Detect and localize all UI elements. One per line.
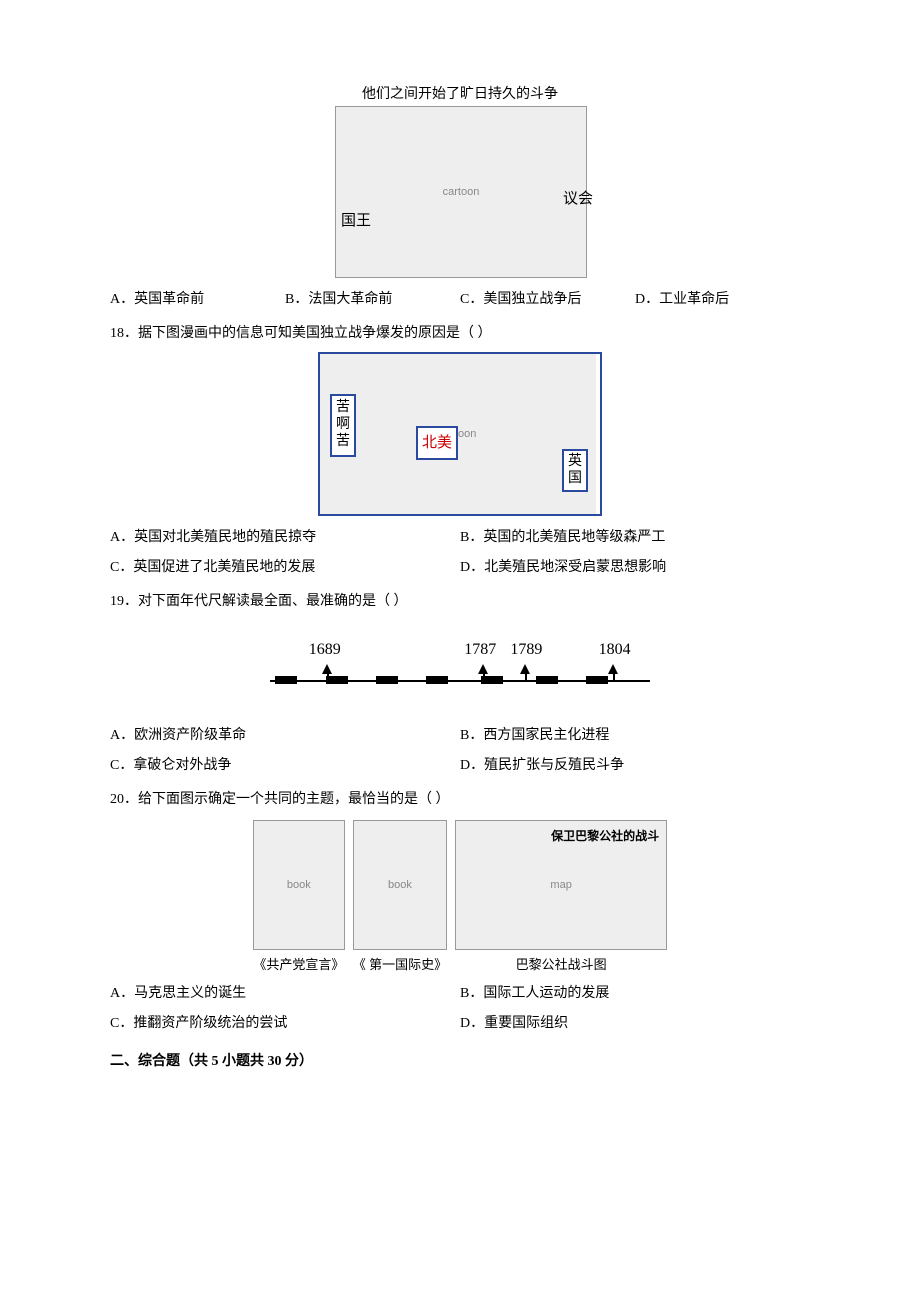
q17-option-b[interactable]: B．法国大革命前: [285, 286, 460, 314]
timeline-stem: [525, 670, 527, 680]
q20-caption-1: 《共产党宣言》: [253, 952, 344, 978]
q19-option-a[interactable]: A．欧洲资产阶级革命: [110, 722, 460, 750]
q19-row2: C．拿破仑对外战争 D．殖民扩张与反殖民斗争: [110, 752, 810, 780]
timeline-stem: [613, 670, 615, 680]
q20-image-2: book: [353, 820, 447, 950]
q20-map-title: 保卫巴黎公社的战斗: [551, 824, 659, 848]
q20-thumb-1: book 《共产党宣言》: [253, 820, 345, 978]
q18-figure: cartoon 苦啊苦 北美 英国: [110, 352, 810, 516]
q17-option-c[interactable]: C．美国独立战争后: [460, 286, 635, 314]
q19-option-d[interactable]: D．殖民扩张与反殖民斗争: [460, 752, 810, 780]
q20-thumb-3: map 保卫巴黎公社的战斗 巴黎公社战斗图: [455, 820, 667, 978]
q18-option-d[interactable]: D．北美殖民地深受启蒙思想影响: [460, 554, 810, 582]
q20-option-c[interactable]: C．推翻资产阶级统治的尝试: [110, 1010, 460, 1038]
timeline-dash: [275, 676, 297, 684]
q18-label-mid: 北美: [416, 426, 458, 460]
q19-row1: A．欧洲资产阶级革命 B．西方国家民主化进程: [110, 722, 810, 750]
q18-row1: A．英国对北美殖民地的殖民掠夺 B．英国的北美殖民地等级森严工: [110, 524, 810, 552]
q20-row1: A．马克思主义的诞生 B．国际工人运动的发展: [110, 980, 810, 1008]
timeline-dash: [536, 676, 558, 684]
q20-caption-2: 《 第一国际史》: [353, 952, 447, 978]
q17-option-d[interactable]: D．工业革命后: [635, 286, 810, 314]
q20-option-b[interactable]: B．国际工人运动的发展: [460, 980, 810, 1008]
q18-option-a[interactable]: A．英国对北美殖民地的殖民掠夺: [110, 524, 460, 552]
timeline-dash: [426, 676, 448, 684]
q18-label-left: 苦啊苦: [330, 394, 356, 456]
q20-stem: 20．给下面图示确定一个共同的主题，最恰当的是（ ）: [110, 786, 810, 814]
q20-row2: C．推翻资产阶级统治的尝试 D．重要国际组织: [110, 1010, 810, 1038]
q19-timeline: 1689 1787 1789 1804: [250, 622, 670, 712]
timeline-year-1: 1689: [309, 634, 341, 666]
section-2-heading: 二、综合题（共 5 小题共 30 分）: [110, 1048, 810, 1076]
q18-option-c[interactable]: C．英国促进了北美殖民地的发展: [110, 554, 460, 582]
q20-option-d[interactable]: D．重要国际组织: [460, 1010, 810, 1038]
timeline-stem: [483, 670, 485, 680]
q18-label-right: 英国: [562, 449, 588, 493]
q17-label-parliament: 议会: [563, 184, 593, 214]
q19-option-b[interactable]: B．西方国家民主化进程: [460, 722, 810, 750]
timeline-dash: [586, 676, 608, 684]
timeline-year-4: 1804: [599, 634, 631, 666]
q17-label-king: 国王: [341, 206, 371, 236]
q20-image-1: book: [253, 820, 345, 950]
q20-thumb-2: book 《 第一国际史》: [353, 820, 447, 978]
timeline-stem: [327, 670, 329, 680]
timeline-year-2: 1787: [464, 634, 496, 666]
q18-stem: 18．据下图漫画中的信息可知美国独立战争爆发的原因是（ ）: [110, 320, 810, 348]
q17-cartoon-image: cartoon: [335, 106, 587, 278]
q17-figure: 他们之间开始了旷日持久的斗争 cartoon 国王 议会: [110, 84, 810, 278]
q18-option-b[interactable]: B．英国的北美殖民地等级森严工: [460, 524, 810, 552]
timeline-dash: [376, 676, 398, 684]
q19-stem: 19．对下面年代尺解读最全面、最准确的是（ ）: [110, 588, 810, 616]
q17-option-a[interactable]: A．英国革命前: [110, 286, 285, 314]
timeline-year-3: 1789: [510, 634, 542, 666]
q18-row2: C．英国促进了北美殖民地的发展 D．北美殖民地深受启蒙思想影响: [110, 554, 810, 582]
q17-caption: 他们之间开始了旷日持久的斗争: [362, 84, 558, 106]
q20-option-a[interactable]: A．马克思主义的诞生: [110, 980, 460, 1008]
q20-thumb-row: book 《共产党宣言》 book 《 第一国际史》 map 保卫巴黎公社的战斗…: [110, 820, 810, 978]
q19-option-c[interactable]: C．拿破仑对外战争: [110, 752, 460, 780]
q17-options-row: A．英国革命前 B．法国大革命前 C．美国独立战争后 D．工业革命后: [110, 286, 810, 314]
q20-caption-3: 巴黎公社战斗图: [516, 952, 607, 978]
